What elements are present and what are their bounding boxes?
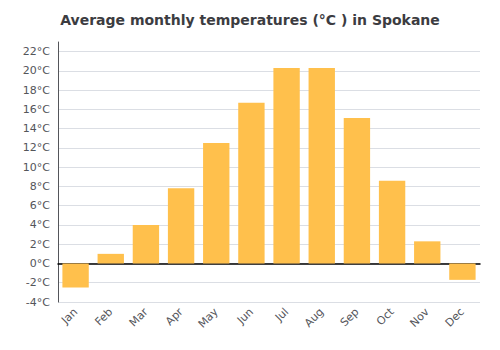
svg-text:8°C: 8°C [30,180,50,193]
svg-text:Oct: Oct [374,305,397,328]
svg-text:Aug: Aug [302,305,326,329]
svg-text:Sep: Sep [338,305,362,329]
svg-text:0°C: 0°C [30,257,50,270]
svg-text:14°C: 14°C [23,122,50,135]
svg-text:Mar: Mar [127,305,151,329]
svg-text:Jun: Jun [234,305,256,327]
svg-text:10°C: 10°C [23,161,50,174]
svg-text:12°C: 12°C [23,141,50,154]
svg-text:20°C: 20°C [23,64,50,77]
svg-text:-2°C: -2°C [26,276,50,289]
svg-text:Jul: Jul [272,305,291,324]
svg-text:Jan: Jan [58,305,80,327]
svg-text:18°C: 18°C [23,84,50,97]
svg-text:16°C: 16°C [23,103,50,116]
svg-text:Apr: Apr [163,305,186,328]
svg-text:22°C: 22°C [23,45,50,58]
svg-text:6°C: 6°C [30,199,50,212]
svg-text:May: May [196,305,222,331]
svg-text:4°C: 4°C [30,218,50,231]
svg-text:Nov: Nov [407,305,432,330]
svg-text:Average monthly temperatures (: Average monthly temperatures (°C ) in Sp… [60,12,440,28]
svg-text:-4°C: -4°C [26,296,50,309]
svg-text:2°C: 2°C [30,238,50,251]
svg-text:Feb: Feb [92,305,115,328]
svg-text:Dec: Dec [443,305,467,329]
